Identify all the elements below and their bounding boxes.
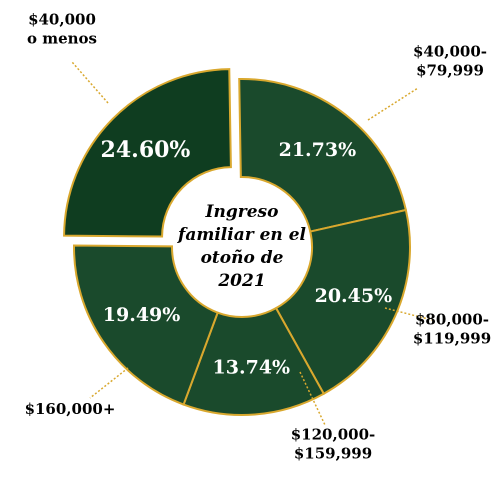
center-label: 2021 — [217, 271, 265, 291]
leader-line — [367, 87, 419, 121]
donut-slice — [238, 78, 408, 233]
donut-slice — [63, 68, 232, 238]
leader-line — [299, 371, 326, 426]
value-label: 13.74% — [213, 357, 291, 379]
center-label: familiar en el — [177, 225, 306, 245]
leader-line — [89, 367, 129, 399]
donut-slice — [73, 244, 219, 406]
value-label: 21.73% — [279, 139, 357, 161]
category-label: $79,999 — [416, 62, 484, 80]
category-label: $160,000+ — [25, 400, 116, 418]
leader-line — [384, 307, 433, 321]
center-label: otoño de — [201, 248, 284, 268]
category-label: $120,000- — [291, 426, 376, 444]
category-label: $40,000 — [28, 11, 96, 29]
category-label: $40,000- — [413, 43, 487, 61]
center-label: Ingreso — [205, 202, 279, 222]
leader-line — [71, 61, 109, 104]
value-label: 19.49% — [103, 304, 181, 326]
donut-slice — [182, 306, 326, 416]
donut-slice — [274, 208, 411, 396]
category-label: $80,000- — [415, 311, 489, 329]
value-label: 20.45% — [315, 285, 393, 307]
value-label: 24.60% — [101, 137, 191, 163]
category-label: $119,999 — [413, 330, 491, 348]
category-label: o menos — [27, 30, 97, 48]
category-label: $159,999 — [294, 445, 372, 463]
